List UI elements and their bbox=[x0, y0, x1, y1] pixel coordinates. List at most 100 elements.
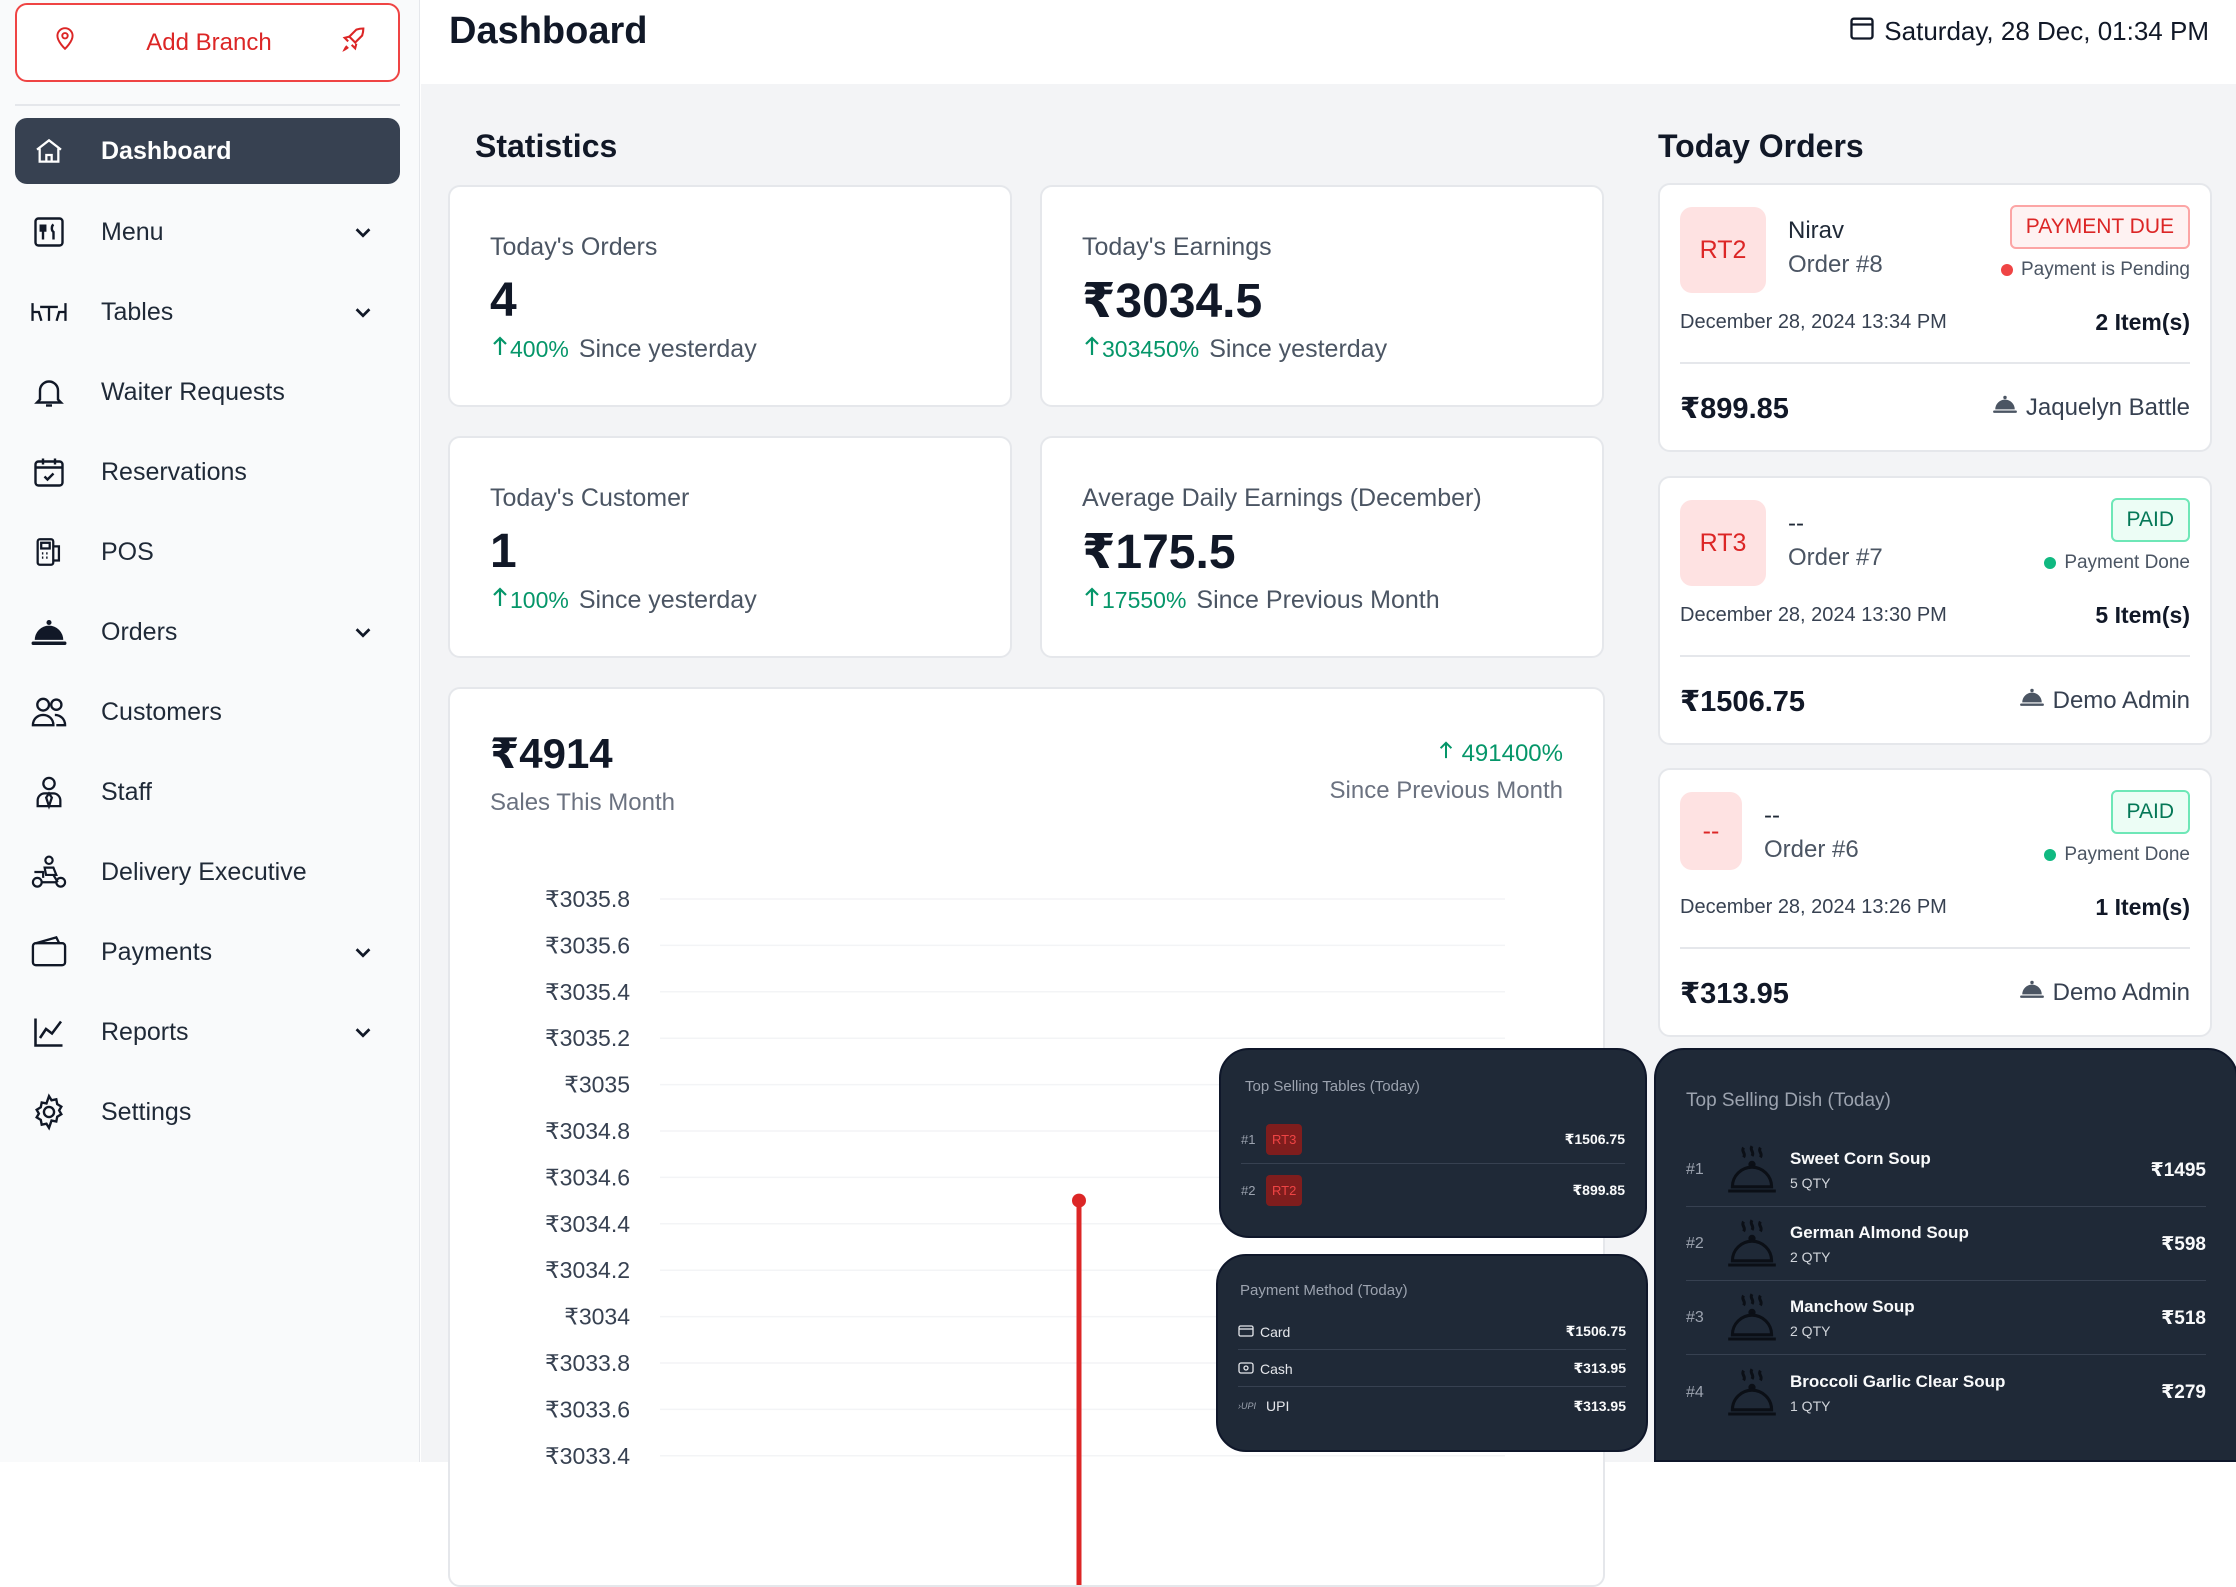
top-selling-dish-widget: Top Selling Dish (Today) #1 Sweet Corn S… bbox=[1654, 1048, 2236, 1462]
sales-label: Sales This Month bbox=[490, 789, 675, 817]
waiter-name: Jaquelyn Battle bbox=[2026, 394, 2190, 422]
sidebar-item-customers[interactable]: Customers bbox=[15, 672, 400, 752]
chevron-down-icon bbox=[348, 217, 378, 247]
waiter-name: Demo Admin bbox=[2053, 687, 2190, 715]
scooter-icon bbox=[29, 852, 69, 892]
dish-price: ₹598 bbox=[2161, 1233, 2206, 1256]
stat-card-orders: Today's Orders 4 400% Since yesterday bbox=[448, 185, 1012, 407]
sidebar-item-waiter-requests[interactable]: Waiter Requests bbox=[15, 352, 400, 432]
status-dot bbox=[2044, 849, 2056, 861]
payment-status-badge: PAID bbox=[2111, 790, 2190, 834]
sidebar-item-dashboard[interactable]: Dashboard bbox=[15, 118, 400, 184]
y-tick-label: ₹3034.8 bbox=[545, 1118, 630, 1144]
sidebar-item-menu[interactable]: Menu bbox=[15, 192, 400, 272]
order-date: December 28, 2024 13:26 PM bbox=[1680, 896, 1947, 919]
arrow-up-icon bbox=[1082, 335, 1102, 364]
list-item[interactable]: #4 Broccoli Garlic Clear Soup 1 QTY ₹279 bbox=[1686, 1356, 2206, 1429]
sidebar-item-label: Menu bbox=[101, 218, 348, 247]
cloche-icon bbox=[1724, 1216, 1780, 1272]
dish-name: Manchow Soup bbox=[1790, 1297, 1915, 1317]
sidebar-item-reservations[interactable]: Reservations bbox=[15, 432, 400, 512]
payment-method-name: Cash bbox=[1260, 1361, 1293, 1377]
order-items-count: 2 Item(s) bbox=[2095, 309, 2190, 336]
sidebar-item-pos[interactable]: POS bbox=[15, 512, 400, 592]
list-item: Cash ₹313.95 bbox=[1238, 1351, 1626, 1387]
stat-change: 303450% Since yesterday bbox=[1082, 335, 1387, 364]
sidebar-item-label: Staff bbox=[101, 778, 386, 807]
chart-line-icon bbox=[29, 1012, 69, 1052]
top-header: Dashboard Saturday, 28 Dec, 01:34 PM bbox=[421, 0, 2236, 84]
list-item[interactable]: #2 German Almond Soup 2 QTY ₹598 bbox=[1686, 1208, 2206, 1281]
pos-icon bbox=[29, 532, 69, 572]
sidebar-item-label: Dashboard bbox=[101, 137, 386, 166]
sidebar-item-tables[interactable]: Tables bbox=[15, 272, 400, 352]
y-tick-label: ₹3033.6 bbox=[545, 1396, 630, 1422]
cloche-icon bbox=[1724, 1290, 1780, 1346]
dish-qty: 5 QTY bbox=[1790, 1175, 1931, 1191]
sidebar-item-settings[interactable]: Settings bbox=[15, 1072, 400, 1152]
order-amount: ₹899.85 bbox=[1680, 391, 1789, 426]
stat-change: 17550% Since Previous Month bbox=[1082, 586, 1440, 615]
table-row[interactable]: #1 RT3 ₹1506.75 bbox=[1241, 1116, 1625, 1164]
dish-qty: 2 QTY bbox=[1790, 1249, 1969, 1265]
list-item[interactable]: #3 Manchow Soup 2 QTY ₹518 bbox=[1686, 1282, 2206, 1355]
order-table-badge: RT2 bbox=[1680, 207, 1766, 293]
list-item: ›UPI UPI ₹313.95 bbox=[1238, 1388, 1626, 1424]
order-customer: Nirav bbox=[1788, 217, 1844, 245]
order-amount: ₹1506.75 bbox=[1680, 684, 1805, 719]
home-icon bbox=[29, 131, 69, 171]
rank: #1 bbox=[1686, 1161, 1714, 1179]
table-amount: ₹899.85 bbox=[1572, 1182, 1625, 1199]
upi-icon: ›UPI bbox=[1238, 1401, 1256, 1411]
dish-price: ₹1495 bbox=[2151, 1159, 2207, 1182]
dish-name: Sweet Corn Soup bbox=[1790, 1149, 1931, 1169]
arrow-up-icon bbox=[1437, 740, 1455, 767]
table-row[interactable]: #2 RT2 ₹899.85 bbox=[1241, 1166, 1625, 1214]
stat-since: Since yesterday bbox=[1209, 335, 1387, 364]
sales-since: Since Previous Month bbox=[1330, 777, 1563, 805]
list-item[interactable]: #1 Sweet Corn Soup 5 QTY ₹1495 bbox=[1686, 1134, 2206, 1207]
y-tick-label: ₹3035.2 bbox=[545, 1025, 630, 1051]
y-tick-label: ₹3033.8 bbox=[545, 1350, 630, 1376]
sidebar-item-reports[interactable]: Reports bbox=[15, 992, 400, 1072]
today-orders-title: Today Orders bbox=[1658, 128, 1864, 165]
sidebar-item-staff[interactable]: Staff bbox=[15, 752, 400, 832]
rank: #3 bbox=[1686, 1309, 1714, 1327]
rank: #2 bbox=[1241, 1183, 1266, 1198]
sidebar-item-label: Reservations bbox=[101, 458, 386, 487]
y-tick-label: ₹3034.4 bbox=[545, 1211, 630, 1237]
order-card[interactable]: -- -- Order #6 PAID Payment Done Decembe… bbox=[1658, 768, 2212, 1037]
y-tick-label: ₹3034.2 bbox=[545, 1257, 630, 1283]
y-tick-label: ₹3033.4 bbox=[545, 1443, 630, 1469]
order-card[interactable]: RT3 -- Order #7 PAID Payment Done Decemb… bbox=[1658, 476, 2212, 745]
payment-method-name: UPI bbox=[1266, 1398, 1289, 1414]
sidebar-item-orders[interactable]: Orders bbox=[15, 592, 400, 672]
stat-change-percent: 303450% bbox=[1102, 336, 1199, 363]
divider bbox=[1680, 655, 2190, 657]
sidebar-item-payments[interactable]: Payments bbox=[15, 912, 400, 992]
dish-name: Broccoli Garlic Clear Soup bbox=[1790, 1372, 2005, 1392]
stat-label: Average Daily Earnings (December) bbox=[1082, 484, 1482, 513]
rank: #2 bbox=[1686, 1235, 1714, 1253]
payment-amount: ₹313.95 bbox=[1573, 1398, 1626, 1415]
status-dot bbox=[2044, 557, 2056, 569]
stat-label: Today's Earnings bbox=[1082, 233, 1272, 262]
cloche-icon bbox=[1724, 1142, 1780, 1198]
stat-change-percent: 100% bbox=[510, 587, 569, 614]
payment-status: Payment Done bbox=[2044, 844, 2190, 866]
y-tick-label: ₹3035.4 bbox=[545, 979, 630, 1005]
payment-status-text: Payment Done bbox=[2064, 552, 2190, 574]
status-dot bbox=[2001, 264, 2013, 276]
add-branch-label: Add Branch bbox=[146, 29, 271, 57]
data-point[interactable] bbox=[1072, 1194, 1086, 1208]
chevron-down-icon bbox=[348, 617, 378, 647]
sidebar-item-delivery-executive[interactable]: Delivery Executive bbox=[15, 832, 400, 912]
add-branch-button[interactable]: Add Branch bbox=[15, 3, 400, 82]
payment-status-text: Payment Done bbox=[2064, 844, 2190, 866]
datetime-display: Saturday, 28 Dec, 01:34 PM bbox=[1848, 14, 2209, 49]
order-card[interactable]: RT2 Nirav Order #8 PAYMENT DUE Payment i… bbox=[1658, 183, 2212, 452]
card-icon bbox=[1238, 1324, 1254, 1340]
widget-title: Top Selling Dish (Today) bbox=[1686, 1090, 1891, 1112]
dish-info: German Almond Soup 2 QTY bbox=[1790, 1223, 1969, 1265]
divider bbox=[1680, 947, 2190, 949]
